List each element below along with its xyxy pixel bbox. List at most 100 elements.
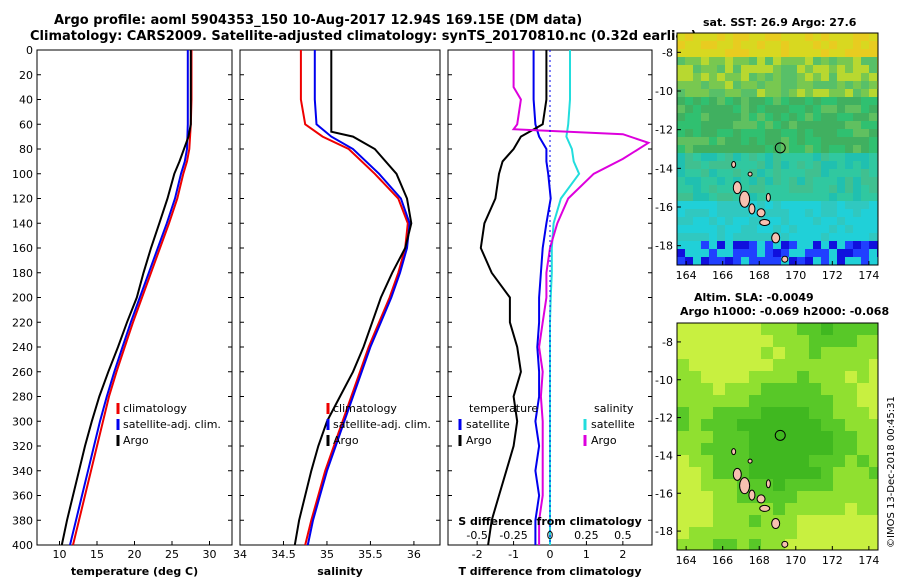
sst-map-cell (845, 41, 853, 49)
sla-map-cell (797, 527, 809, 539)
sst-map-cell (805, 57, 813, 65)
sst-map-cell (701, 209, 709, 217)
sla-map-cell (749, 527, 761, 539)
sla-map-cell (677, 371, 689, 383)
sst-map-cell (741, 185, 749, 193)
sst-map-cell (861, 33, 869, 41)
sla-map-cell (761, 539, 773, 550)
sst-map-cell (821, 145, 829, 153)
sst-map-cell (717, 105, 725, 113)
sst-map-cell (837, 241, 845, 249)
sst-map-cell (869, 65, 877, 73)
sst-map-cell (861, 65, 869, 73)
sst-map-cell (821, 185, 829, 193)
sla-map-cell (833, 335, 845, 347)
sst-map-cell (685, 33, 693, 41)
sst-map-cell (845, 97, 853, 105)
sst-map-cell (773, 65, 781, 73)
sla-map-cell (761, 371, 773, 383)
sst-map-cell (685, 257, 693, 265)
sla-map-cell (797, 503, 809, 515)
sla-map-ytick-label: -18 (655, 525, 673, 538)
sla-map-cell (677, 323, 689, 335)
sst-map-cell (677, 209, 685, 217)
sst-map-cell (789, 33, 797, 41)
sst-map-cell (693, 177, 701, 185)
sst-map-cell (821, 49, 829, 57)
sst-map-cell (765, 57, 773, 65)
sst-map-cell (821, 65, 829, 73)
sst-map-cell (805, 233, 813, 241)
sst-map-cell (797, 241, 805, 249)
sst-map-cell (733, 57, 741, 65)
sst-map-cell (757, 185, 765, 193)
sst-map-cell (701, 41, 709, 49)
sst-map-cell (685, 65, 693, 73)
sst-map-cell (693, 225, 701, 233)
sst-map-cell (789, 137, 797, 145)
sst-map-cell (701, 113, 709, 121)
sla-map-cell (785, 455, 797, 467)
sst-map-island (731, 160, 737, 168)
sst-map-cell (805, 217, 813, 225)
sst-map-cell (805, 129, 813, 137)
difference-legend-label: Argo (591, 434, 617, 447)
sst-map-cell (813, 89, 821, 97)
sst-map-cell (677, 225, 685, 233)
sst-map-cell (829, 161, 837, 169)
sst-map-cell (765, 121, 773, 129)
sst-map-cell (685, 217, 693, 225)
sst-map-xtick-label: 168 (749, 269, 770, 282)
sla-map-cell (761, 467, 773, 479)
sst-map-cell (733, 81, 741, 89)
figure-title-line2: Climatology: CARS2009. Satellite-adjuste… (30, 29, 697, 44)
sst-map-cell (821, 33, 829, 41)
sst-map-cell (709, 161, 717, 169)
depth-tick-label: 260 (12, 366, 33, 379)
sst-map-cell (677, 145, 685, 153)
sst-map-cell (765, 145, 773, 153)
sla-map-cell (737, 443, 749, 455)
sst-map-island (781, 255, 789, 263)
sst-map-cell (725, 209, 733, 217)
sst-map-cell (733, 233, 741, 241)
sla-map-cell (677, 527, 689, 539)
sst-map-cell (717, 137, 725, 145)
sla-map-cell (749, 371, 761, 383)
sla-map-cell (845, 503, 857, 515)
sst-map-cell (693, 161, 701, 169)
sst-map-cell (821, 161, 829, 169)
sst-map-cell (733, 33, 741, 41)
sst-map-cell (853, 225, 861, 233)
sla-map-cell (749, 335, 761, 347)
sst-map-cell (741, 137, 749, 145)
sst-map-island (739, 190, 751, 208)
sst-map-cell (861, 57, 869, 65)
sla-map-cell (785, 527, 797, 539)
sst-map-cell (733, 73, 741, 81)
sst-map-cell (717, 73, 725, 81)
sla-map-cell (773, 359, 785, 371)
sst-map-cell (845, 169, 853, 177)
sst-map-cell (821, 257, 829, 265)
sst-map-cell (821, 153, 829, 161)
sst-map-cell (861, 153, 869, 161)
sst-map-cell (797, 169, 805, 177)
sst-map-cell (757, 169, 765, 177)
sla-map-cell (749, 383, 761, 395)
difference-profile-xtick-label: 2 (619, 548, 626, 561)
sla-map-cell (845, 539, 857, 550)
sst-map-cell (845, 129, 853, 137)
sla-map-cell (785, 431, 797, 443)
sst-map-cell (765, 89, 773, 97)
sla-map-cell (689, 383, 701, 395)
sst-map-cell (861, 121, 869, 129)
sst-map-cell (741, 257, 749, 265)
sla-map-cell (713, 359, 725, 371)
sst-map-cell (701, 153, 709, 161)
sst-map-cell (805, 41, 813, 49)
sst-map-cell (765, 105, 773, 113)
sst-map-cell (709, 33, 717, 41)
sla-map-cell (749, 323, 761, 335)
sla-map-cell (821, 383, 833, 395)
